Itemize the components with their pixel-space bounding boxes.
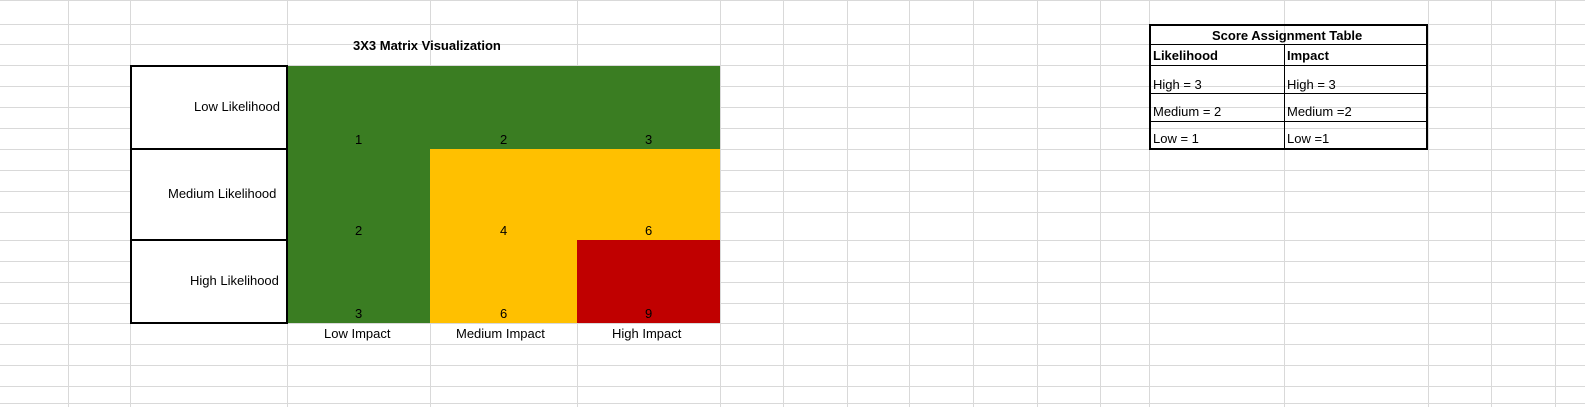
gridline [0, 86, 1585, 87]
matrix-green-top-row [287, 66, 720, 149]
score-cell: 6 [645, 223, 653, 238]
gridline [783, 0, 784, 407]
gridline [720, 0, 721, 407]
row-label-divider [130, 148, 288, 150]
gridline [0, 261, 1585, 262]
score-cell: 9 [645, 306, 653, 321]
score-table-title: Score Assignment Table [1212, 28, 1363, 43]
gridline [1284, 0, 1285, 407]
gridline [0, 323, 1585, 324]
score-cell: 1 [355, 132, 363, 147]
gridline [0, 170, 1585, 171]
score-cell: 3 [645, 132, 653, 147]
matrix-amber-block-lower [430, 240, 577, 323]
gridline [1491, 0, 1492, 407]
gridline [0, 240, 1585, 241]
gridline [0, 303, 1585, 304]
row-label-low-likelihood: Low Likelihood [194, 99, 281, 114]
score-table-cell: High = 3 [1153, 77, 1202, 92]
gridline [0, 212, 1585, 213]
gridline [68, 0, 69, 407]
score-cell: 2 [500, 132, 508, 147]
score-table-header-impact: Impact [1287, 48, 1329, 63]
matrix-green-low-impact-column [287, 149, 430, 323]
gridline [0, 0, 1585, 1]
score-table-cell: Medium = 2 [1153, 104, 1222, 119]
table-divider [1149, 121, 1428, 122]
gridline [1037, 0, 1038, 407]
gridline [1555, 0, 1556, 407]
gridline [973, 0, 974, 407]
score-table-cell: High = 3 [1287, 77, 1336, 92]
score-table-cell: Low = 1 [1153, 131, 1199, 146]
gridline [1428, 0, 1429, 407]
score-assignment-table [1149, 24, 1428, 150]
col-label-medium-impact: Medium Impact [456, 326, 545, 341]
row-label-divider [130, 239, 288, 241]
gridline [1149, 0, 1150, 407]
score-table-cell: Medium =2 [1287, 104, 1352, 119]
table-divider [1149, 93, 1428, 94]
gridline [0, 24, 1585, 25]
matrix-red-block [577, 240, 720, 323]
col-label-low-impact: Low Impact [324, 326, 391, 341]
score-table-cell: Low =1 [1287, 131, 1330, 146]
gridline [0, 149, 1585, 150]
row-label-high-likelihood: High Likelihood [190, 273, 279, 288]
gridline [0, 128, 1585, 129]
table-divider [1149, 44, 1428, 45]
gridline [0, 365, 1585, 366]
gridline [0, 344, 1585, 345]
gridline [0, 386, 1585, 387]
gridline [0, 403, 1585, 404]
col-label-high-impact: High Impact [612, 326, 682, 341]
row-label-medium-likelihood: Medium Likelihood [168, 186, 277, 201]
score-cell: 3 [355, 306, 363, 321]
gridline [0, 44, 1585, 45]
row-labels-box [130, 65, 288, 324]
score-table-header-likelihood: Likelihood [1153, 48, 1218, 63]
score-cell: 4 [500, 223, 508, 238]
score-cell: 2 [355, 223, 363, 238]
gridline [0, 65, 1585, 66]
table-divider [1149, 65, 1428, 66]
score-cell: 6 [500, 306, 508, 321]
matrix-amber-block [430, 149, 720, 240]
gridline [0, 191, 1585, 192]
gridline [0, 107, 1585, 108]
gridline [909, 0, 910, 407]
table-col-divider [1284, 44, 1285, 149]
gridline [1100, 0, 1101, 407]
matrix-title: 3X3 Matrix Visualization [353, 38, 501, 53]
gridline [847, 0, 848, 407]
gridline [0, 282, 1585, 283]
